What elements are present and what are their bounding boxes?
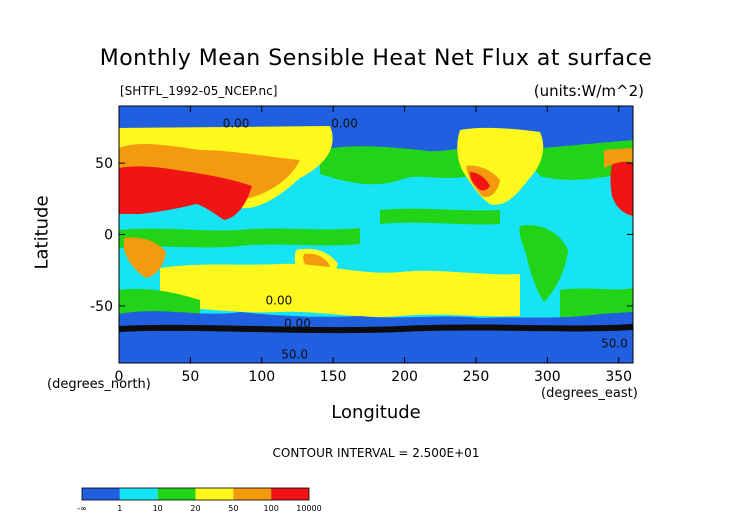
contour-label: 0.00 [266,293,293,307]
field-southern-blue [119,311,633,363]
field-north-green-band [320,146,470,185]
field-pacific-green [380,208,500,225]
colorbar-label: 10 [153,504,163,513]
contour-interval: CONTOUR INTERVAL = 2.500E+01 [272,446,480,460]
contour-label: 50.0 [601,336,628,350]
contour-label: 50.0 [281,348,308,362]
x-tick-label: 50 [181,369,199,385]
chart-title: Monthly Mean Sensible Heat Net Flux at s… [99,46,653,71]
field-europe-red [610,161,633,216]
field-north-america-red [470,172,490,191]
colorbar-swatch [271,488,309,500]
colorbar-swatch [82,488,120,500]
x-tick-label: 150 [320,369,347,385]
y-tick-label: 0 [104,228,113,244]
x-tick-label: 200 [391,369,418,385]
colorbar-frame [81,487,310,501]
field-arctic-blue [119,106,633,128]
colorbar-label: 20 [190,504,200,513]
colorbar-label: -∞ [77,504,87,513]
field-south-green [119,288,200,318]
colorbar-label: 1 [117,504,122,513]
colorbar-label: 10000 [296,504,321,513]
field-south-green-east [560,288,633,319]
contour-label: 0.00 [331,116,358,130]
y-tick-label: -50 [90,299,113,315]
colorbar-swatch [157,488,196,500]
x-tick-label: 100 [248,369,275,385]
contour-label: 0.00 [284,316,311,330]
x-axis-label: Longitude [331,402,421,423]
x-tick-label: 350 [605,369,632,385]
colorbar-swatch [195,488,234,500]
colorbar-label: 100 [264,504,279,513]
x-tick-label: 300 [534,369,561,385]
file-label: [SHTFL_1992-05_NCEP.nc] [120,84,278,98]
contour-label: 0.00 [223,116,250,130]
field-europe-orange [604,148,633,168]
field-sahara-red [119,166,252,220]
x-tick-label: 0 [115,369,124,385]
x-tick-label: 250 [463,369,490,385]
field-south-yellow [160,263,520,317]
flux-field [119,106,633,363]
colorbar-swatch [119,488,158,500]
y-axis-units: (degrees_north) [47,377,151,392]
colorbar-label: 50 [228,504,238,513]
field-south-africa [124,237,166,278]
x-axis-units: (degrees_east) [541,386,638,401]
field-tropical-green [119,228,360,248]
field-south-america [519,225,568,302]
units-label: (units:W/m^2) [533,82,644,100]
field-eurasia-orange [119,144,300,199]
field-antarctic-edge [119,324,633,334]
y-tick-label: 50 [95,156,113,172]
colorbar-swatch [233,488,272,500]
